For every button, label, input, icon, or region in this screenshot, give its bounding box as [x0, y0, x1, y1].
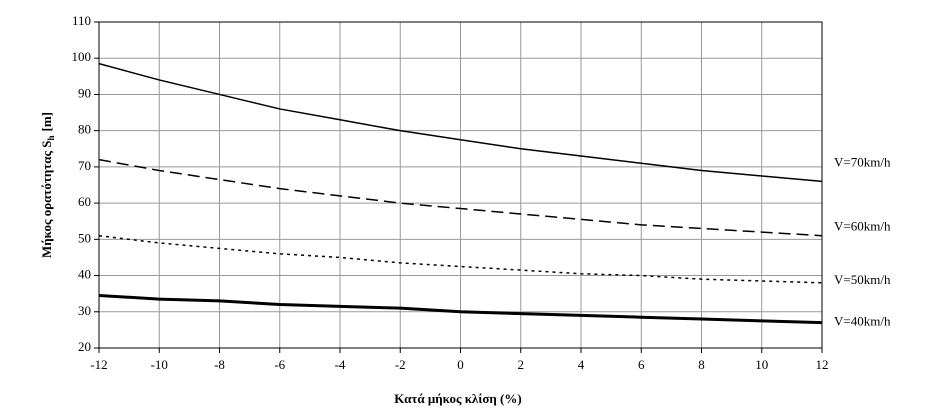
series-line [98, 293, 823, 325]
y-tick-label: 50 [78, 230, 91, 245]
series-line [98, 158, 823, 237]
x-tick-label: 12 [816, 357, 829, 372]
x-tick-label: -8 [214, 357, 225, 372]
y-label-unit: [m] [39, 112, 54, 132]
x-tick-label: 4 [578, 357, 585, 372]
x-tick-label: 6 [638, 357, 645, 372]
y-tick-label: 60 [78, 194, 91, 209]
y-tick-label: 30 [78, 303, 91, 318]
series-label: V=70km/h [834, 154, 891, 169]
x-tick-label: -12 [90, 357, 107, 372]
x-tick-label: -4 [335, 357, 346, 372]
y-tick-label: 70 [78, 158, 91, 173]
x-tick-label: -2 [395, 357, 406, 372]
y-label-sub: h [46, 135, 56, 140]
y-label-main: Μήκος ορατότητας S [39, 140, 54, 258]
y-tick-label: 40 [78, 267, 91, 282]
x-tick-label: 2 [518, 357, 525, 372]
y-tick-label: 100 [72, 49, 92, 64]
x-tick-label: 8 [698, 357, 705, 372]
x-tick-label: 10 [755, 357, 768, 372]
x-tick-label: -10 [151, 357, 168, 372]
series-label: V=50km/h [834, 272, 891, 287]
y-tick-label: 20 [78, 339, 91, 354]
x-tick-label: 0 [457, 357, 464, 372]
y-tick-label: 90 [78, 85, 91, 100]
y-tick-label: 110 [72, 13, 91, 28]
y-axis-label: Μήκος ορατότητας Sh [m] [39, 112, 56, 258]
x-axis-label: Κατά μήκος κλίση (%) [394, 391, 521, 406]
y-tick-label: 80 [78, 122, 91, 137]
series-line [98, 234, 823, 284]
x-tick-label: -6 [274, 357, 285, 372]
series-line [98, 62, 823, 183]
series-label: V=40km/h [834, 314, 891, 329]
series-label: V=60km/h [834, 219, 891, 234]
